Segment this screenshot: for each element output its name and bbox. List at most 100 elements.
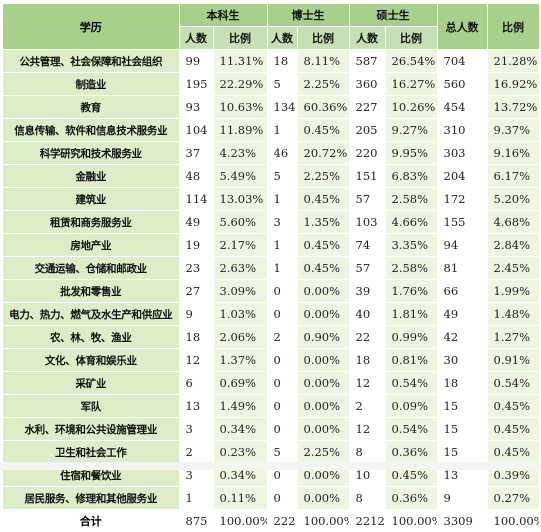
- doctoral-count-cell: 134: [267, 96, 297, 119]
- subheader-count: 人数: [179, 27, 213, 50]
- doctoral-count-cell: 0: [267, 303, 297, 326]
- doctoral-count-cell: 0: [267, 349, 297, 372]
- masters-ratio-cell: 1.81%: [385, 303, 437, 326]
- undergrad-ratio-cell: 4.23%: [213, 142, 267, 165]
- total-count-cell: 66: [437, 280, 487, 303]
- industry-label: 租赁和商务服务业: [3, 211, 179, 234]
- total-ratio-cell: 1.27%: [487, 326, 539, 349]
- total-doctoral-count-cell: 222: [267, 510, 297, 532]
- total-count-cell: 81: [437, 257, 487, 280]
- undergrad-ratio-cell: 11.31%: [213, 50, 267, 73]
- total-ratio-cell: 4.68%: [487, 211, 539, 234]
- doctoral-ratio-cell: 0.00%: [297, 372, 349, 395]
- doctoral-count-cell: 0: [267, 280, 297, 303]
- undergrad-ratio-cell: 0.23%: [213, 441, 267, 464]
- doctoral-ratio-cell: 2.25%: [297, 165, 349, 188]
- doctoral-count-cell: 0: [267, 395, 297, 418]
- doctoral-ratio-cell: 0.90%: [297, 326, 349, 349]
- total-ratio-cell: 5.20%: [487, 188, 539, 211]
- industry-label: 教育: [3, 96, 179, 119]
- industry-label: 房地产业: [3, 234, 179, 257]
- total-row: 合计875100.00%222100.00%2212100.00%3309100…: [3, 510, 539, 532]
- subheader-ratio: 比例: [385, 27, 437, 50]
- industry-label: 采矿业: [3, 372, 179, 395]
- undergrad-count-cell: 114: [179, 188, 213, 211]
- total-ratio-cell: 1.99%: [487, 280, 539, 303]
- undergrad-ratio-cell: 2.06%: [213, 326, 267, 349]
- cropped-footnote-strip: [0, 462, 541, 470]
- masters-count-cell: 74: [349, 234, 385, 257]
- masters-ratio-cell: 26.54%: [385, 50, 437, 73]
- total-count-cell: 94: [437, 234, 487, 257]
- masters-count-cell: 18: [349, 349, 385, 372]
- doctoral-count-cell: 18: [267, 50, 297, 73]
- masters-ratio-cell: 0.81%: [385, 349, 437, 372]
- masters-ratio-cell: 10.26%: [385, 96, 437, 119]
- undergrad-count-cell: 12: [179, 349, 213, 372]
- masters-count-cell: 151: [349, 165, 385, 188]
- doctoral-ratio-cell: 2.25%: [297, 441, 349, 464]
- total-count-cell: 15: [437, 441, 487, 464]
- industry-label: 农、林、牧、渔业: [3, 326, 179, 349]
- masters-ratio-cell: 0.36%: [385, 487, 437, 510]
- undergrad-count-cell: 49: [179, 211, 213, 234]
- masters-ratio-cell: 4.66%: [385, 211, 437, 234]
- undergrad-ratio-cell: 0.34%: [213, 418, 267, 441]
- total-count-cell: 18: [437, 372, 487, 395]
- doctoral-ratio-cell: 60.36%: [297, 96, 349, 119]
- masters-ratio-cell: 9.95%: [385, 142, 437, 165]
- masters-count-cell: 360: [349, 73, 385, 96]
- masters-count-cell: 227: [349, 96, 385, 119]
- industry-label: 军队: [3, 395, 179, 418]
- undergrad-count-cell: 1: [179, 487, 213, 510]
- undergrad-ratio-cell: 3.09%: [213, 280, 267, 303]
- undergrad-ratio-cell: 1.03%: [213, 303, 267, 326]
- total-ratio-cell: 6.17%: [487, 165, 539, 188]
- total-count-cell: 560: [437, 73, 487, 96]
- doctoral-ratio-cell: 1.35%: [297, 211, 349, 234]
- total-count-cell: 42: [437, 326, 487, 349]
- doctoral-ratio-cell: 0.00%: [297, 395, 349, 418]
- masters-count-cell: 57: [349, 188, 385, 211]
- masters-ratio-cell: 0.54%: [385, 418, 437, 441]
- header-total-count: 总人数: [437, 4, 487, 50]
- industry-label: 金融业: [3, 165, 179, 188]
- undergrad-count-cell: 93: [179, 96, 213, 119]
- masters-count-cell: 2: [349, 395, 385, 418]
- masters-count-cell: 587: [349, 50, 385, 73]
- masters-ratio-cell: 2.58%: [385, 188, 437, 211]
- doctoral-ratio-cell: 0.00%: [297, 487, 349, 510]
- industry-label: 制造业: [3, 73, 179, 96]
- undergrad-count-cell: 6: [179, 372, 213, 395]
- total-masters-count-cell: 2212: [349, 510, 385, 532]
- doctoral-count-cell: 1: [267, 234, 297, 257]
- undergrad-ratio-cell: 11.89%: [213, 119, 267, 142]
- industry-label: 文化、体育和娱乐业: [3, 349, 179, 372]
- undergrad-count-cell: 23: [179, 257, 213, 280]
- undergrad-ratio-cell: 5.60%: [213, 211, 267, 234]
- total-undergrad-count-cell: 875: [179, 510, 213, 532]
- undergrad-ratio-cell: 2.63%: [213, 257, 267, 280]
- total-ratio-cell: 0.91%: [487, 349, 539, 372]
- industry-label: 居民服务、修理和其他服务业: [3, 487, 179, 510]
- industry-label: 建筑业: [3, 188, 179, 211]
- doctoral-count-cell: 0: [267, 372, 297, 395]
- total-ratio-cell: 0.45%: [487, 395, 539, 418]
- total-ratio-cell: 13.72%: [487, 96, 539, 119]
- industry-label: 交通运输、仓储和邮政业: [3, 257, 179, 280]
- masters-count-cell: 12: [349, 372, 385, 395]
- employment-table: 学历 本科生 博士生 硕士生 总人数 比例 人数 比例 人数 比例 人数 比例 …: [3, 3, 540, 532]
- total-count-cell: 9: [437, 487, 487, 510]
- doctoral-count-cell: 46: [267, 142, 297, 165]
- header-undergraduate: 本科生: [179, 4, 267, 27]
- total-count-cell: 310: [437, 119, 487, 142]
- total-ratio-cell: 9.37%: [487, 119, 539, 142]
